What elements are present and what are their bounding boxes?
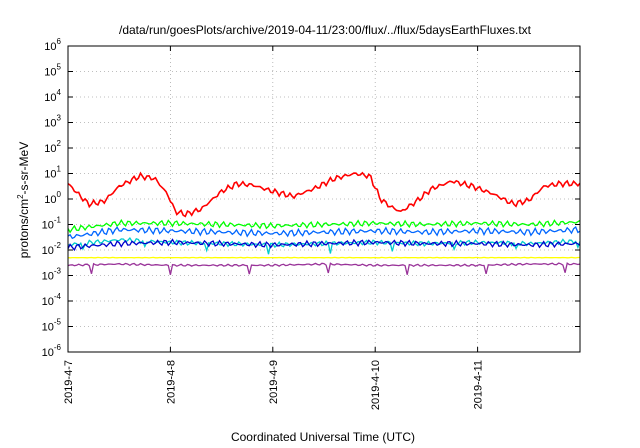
y-tick-label: 10-4 (42, 292, 62, 308)
series-layer (67, 171, 581, 275)
y-tick-base: 10 (42, 296, 54, 308)
y-tick-exponent: -3 (54, 267, 62, 276)
y-tick-base: 10 (44, 194, 56, 206)
y-tick-base: 10 (42, 271, 54, 283)
plot-frame (67, 45, 581, 353)
y-axis-label-suffix: -s-sr-MeV (17, 142, 31, 195)
y-tick-exponent: -6 (54, 343, 62, 352)
y-tick-exponent: 4 (57, 88, 62, 97)
y-tick-label: 105 (44, 63, 61, 79)
y-tick-label: 103 (44, 114, 61, 130)
y-tick-label: 106 (44, 37, 61, 53)
series-line-green (67, 218, 581, 234)
y-tick-base: 10 (44, 41, 56, 53)
y-tick-label: 101 (44, 165, 61, 181)
y-tick-label: 10-5 (42, 318, 62, 334)
series-line-yellow (67, 256, 580, 259)
x-tick-label: 2019-4-9 (268, 360, 280, 404)
y-axis-label-exponent: 2 (16, 194, 25, 199)
y-tick-base: 10 (42, 322, 54, 334)
y-tick-exponent: 3 (57, 114, 62, 123)
x-tick-label: 2019-4-11 (473, 360, 485, 409)
x-axis-label: Coordinated Universal Time (UTC) (231, 430, 415, 444)
y-tick-base: 10 (44, 118, 56, 130)
y-tick-label: 104 (44, 88, 61, 104)
x-tick-label: 2019-4-7 (63, 360, 75, 404)
y-tick-base: 10 (44, 169, 56, 181)
y-tick-base: 10 (42, 347, 54, 359)
y-tick-base: 10 (42, 245, 54, 257)
y-tick-label: 100 (44, 190, 61, 206)
y-tick-exponent: 5 (57, 63, 62, 72)
y-tick-exponent: 1 (57, 165, 62, 174)
y-tick-label: 10-6 (42, 343, 62, 359)
series-line-darkblue (67, 238, 581, 252)
y-tick-label: 10-1 (42, 216, 62, 232)
series-line-red (67, 171, 581, 218)
y-tick-label: 102 (44, 139, 61, 155)
y-tick-exponent: -5 (54, 318, 62, 327)
y-tick-label: 10-3 (42, 267, 62, 283)
series-line-blue (67, 225, 581, 240)
series-line-purple (67, 262, 581, 275)
y-tick-exponent: 2 (57, 139, 62, 148)
y-tick-base: 10 (44, 143, 56, 155)
y-tick-base: 10 (42, 220, 54, 232)
y-axis-label-prefix: protons/cm (17, 199, 31, 258)
ticks: 10610510410310210110010-110-210-310-410-… (42, 37, 580, 410)
y-tick-exponent: 0 (57, 190, 62, 199)
y-tick-exponent: -2 (54, 241, 62, 250)
y-tick-exponent: -1 (54, 216, 62, 225)
y-axis-label: protons/cm2-s-sr-MeV (16, 142, 31, 258)
x-tick-label: 2019-4-8 (165, 360, 177, 404)
x-tick-label: 2019-4-10 (370, 360, 382, 410)
y-tick-exponent: 6 (57, 37, 62, 46)
y-tick-exponent: -4 (54, 292, 62, 301)
y-tick-base: 10 (44, 92, 56, 104)
chart-title: /data/run/goesPlots/archive/2019-04-11/2… (119, 23, 532, 37)
y-tick-base: 10 (44, 67, 56, 79)
y-tick-label: 10-2 (42, 241, 62, 257)
